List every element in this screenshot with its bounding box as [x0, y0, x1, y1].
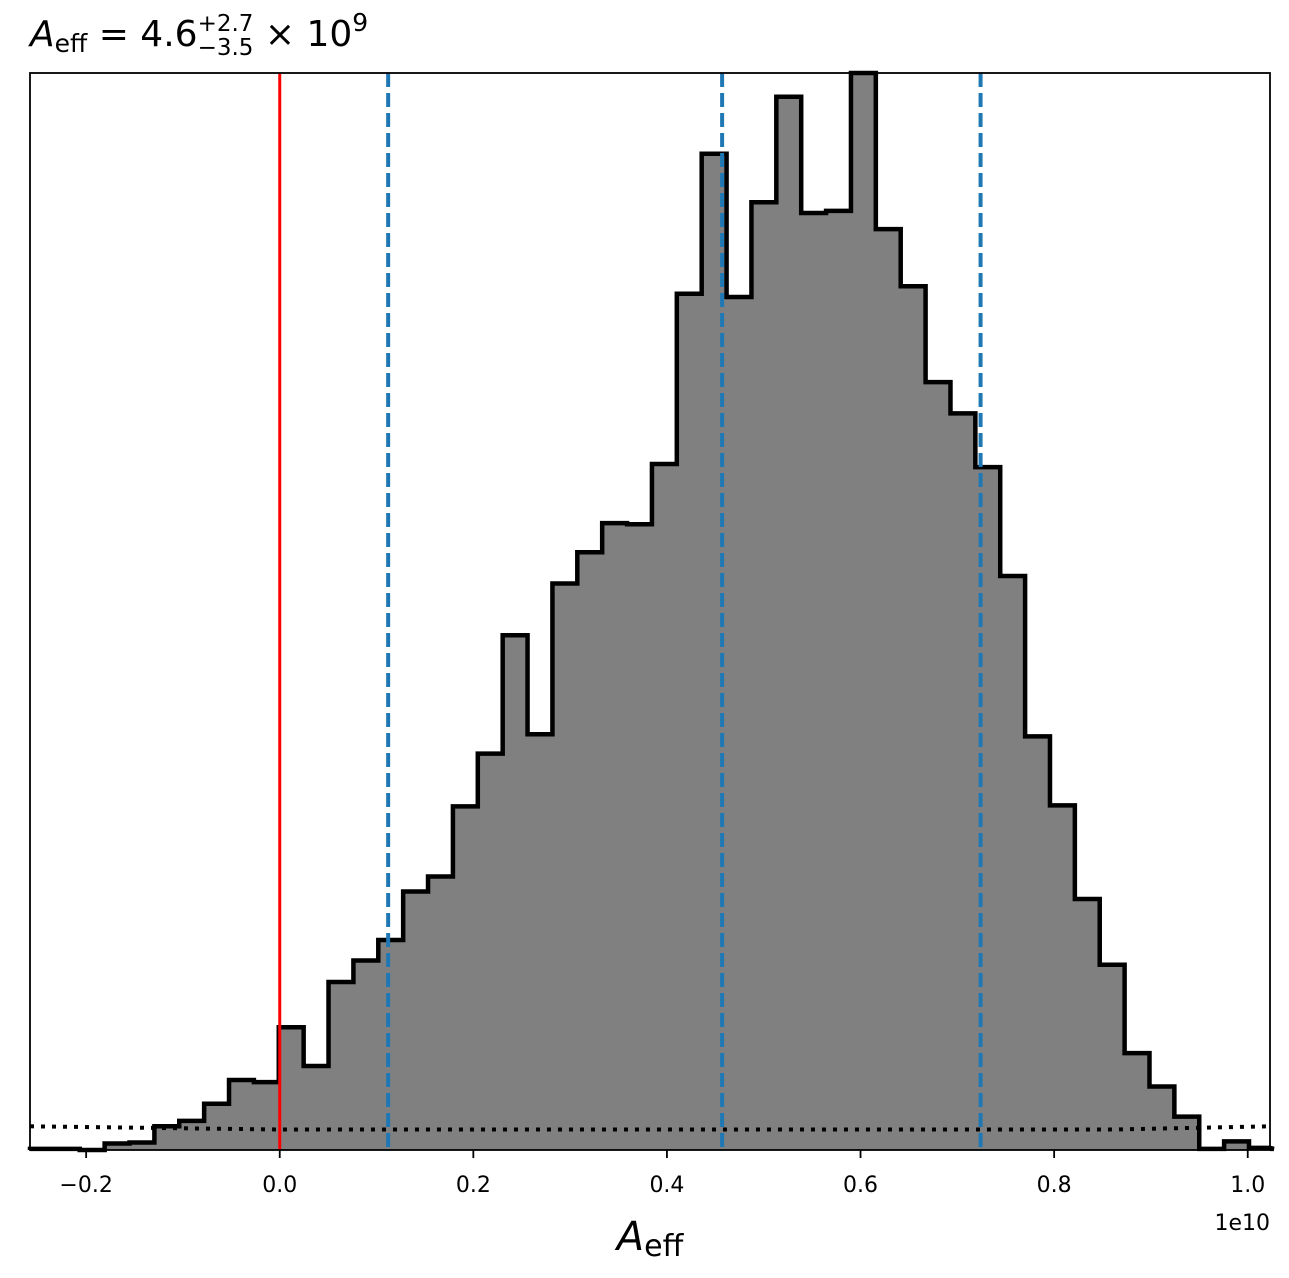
histogram-bar — [1099, 964, 1126, 1150]
histogram-bar — [1149, 1086, 1175, 1150]
histogram-bars — [30, 73, 1271, 1151]
histogram-bar — [104, 1143, 131, 1150]
histogram-bar — [1000, 575, 1026, 1150]
histogram-bar — [502, 635, 529, 1150]
histogram-bar — [826, 210, 852, 1150]
histogram-bar — [950, 413, 976, 1150]
histogram-bar — [229, 1079, 255, 1150]
histogram-bar — [627, 524, 653, 1150]
histogram-bar — [552, 583, 578, 1150]
histogram-bar — [602, 523, 628, 1150]
x-axis-offset-label: 1e10 — [1214, 1211, 1270, 1236]
prior-dotted-line — [29, 1124, 1271, 1132]
histogram-bar — [726, 297, 753, 1150]
x-tick-label: 0.6 — [843, 1173, 878, 1198]
x-tick-label: −0.2 — [59, 1173, 112, 1198]
x-axis-ticks: −0.2 0.0 0.2 0.4 0.6 0.8 1.0 — [59, 1150, 1265, 1198]
histogram-bar — [1124, 1053, 1151, 1150]
histogram-bar — [403, 891, 429, 1150]
histogram-bar — [925, 382, 952, 1150]
title-symbol: A — [28, 14, 55, 55]
histogram-bar — [452, 806, 479, 1150]
histogram-bar — [801, 213, 827, 1150]
x-tick-label: 0.0 — [262, 1173, 297, 1198]
reference-lines — [278, 73, 983, 1150]
histogram-bar — [253, 1082, 280, 1150]
histogram-bar — [428, 876, 454, 1150]
title-multiplier: × 10 — [253, 14, 352, 55]
histogram-bar — [1074, 899, 1101, 1150]
title-exponent: 9 — [352, 8, 368, 37]
x-tick-label: 0.2 — [456, 1173, 491, 1198]
histogram-bar — [1174, 1116, 1200, 1150]
x-tick-label: 0.4 — [649, 1173, 684, 1198]
title-subscript: eff — [55, 29, 88, 58]
histogram-bar — [303, 1065, 330, 1150]
histogram-bar — [900, 286, 927, 1151]
title-upper-error: +2.7 — [198, 11, 254, 37]
x-axis-label-subscript: eff — [644, 1229, 684, 1264]
histogram-bar — [975, 467, 1001, 1150]
histogram-bar — [1224, 1141, 1250, 1150]
histogram-bar — [1025, 736, 1051, 1150]
title-value: = 4.6 — [87, 14, 197, 55]
x-tick-label: 0.8 — [1037, 1173, 1072, 1198]
title-lower-error: −3.5 — [198, 35, 254, 61]
histogram-bar — [751, 202, 777, 1151]
x-tick-label: 1.0 — [1230, 1173, 1265, 1198]
histogram-bar — [651, 463, 678, 1150]
histogram-bar — [328, 981, 355, 1150]
histogram-bar — [154, 1126, 180, 1150]
chart-title: Aeff = 4.6+2.7 −3.5 × 109 — [28, 8, 368, 61]
histogram-bar — [875, 229, 902, 1151]
histogram-bar — [1049, 805, 1076, 1150]
histogram-bar — [577, 552, 603, 1150]
histogram-bar — [179, 1120, 205, 1150]
histogram-step-outline — [27, 70, 1275, 1153]
x-axis-label: Aeff — [614, 1214, 685, 1264]
histogram-bar — [477, 753, 504, 1150]
plot-area — [27, 70, 1275, 1153]
histogram-bar — [776, 96, 802, 1151]
histogram-bar — [353, 960, 379, 1150]
plot-frame — [29, 72, 1271, 1151]
histogram-bar — [378, 939, 404, 1150]
histogram-bar — [278, 1027, 305, 1150]
histogram-bar — [676, 293, 703, 1150]
histogram-bar — [850, 73, 877, 1150]
histogram-bar — [129, 1142, 155, 1150]
histogram-bar — [527, 734, 554, 1150]
x-axis-label-symbol: A — [614, 1214, 644, 1260]
